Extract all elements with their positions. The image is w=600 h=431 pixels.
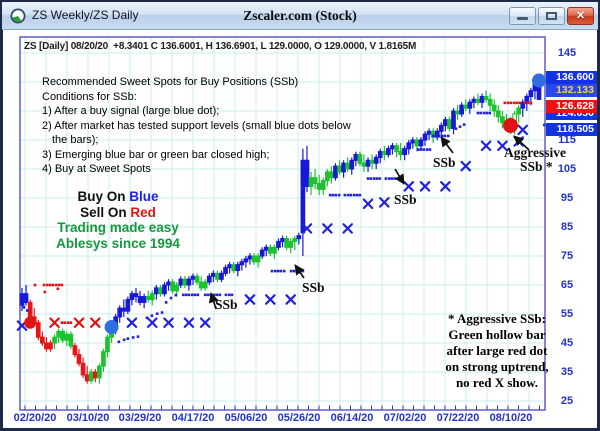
- ssb-label: SSb: [302, 280, 325, 295]
- note-line: after large red dot: [446, 343, 548, 358]
- legend-text: Buy On: [77, 189, 130, 204]
- price-tag: 132.133: [546, 83, 597, 97]
- restore-icon: [546, 12, 557, 20]
- y-axis-label: 145: [557, 47, 577, 59]
- y-axis-label: 85: [560, 221, 574, 233]
- x-axis-label: 07/22/20: [436, 412, 480, 424]
- x-axis-label: 02/20/20: [13, 412, 57, 424]
- minimize-button[interactable]: [509, 7, 536, 25]
- y-axis-label: 45: [560, 337, 574, 349]
- x-axis-label: 07/02/20: [383, 412, 427, 424]
- legend-text: Trading made easy: [57, 220, 179, 235]
- x-axis-label: 03/10/20: [66, 412, 110, 424]
- note-line: * Aggressive SSb:: [448, 311, 546, 326]
- legend-text: Sell On: [80, 204, 131, 220]
- legend-text: Ablesys since 1994: [56, 235, 180, 251]
- note-line: on strong uptrend,: [445, 359, 549, 374]
- brand-legend: Buy On Blue Sell On Red Trading made easy A…: [38, 189, 198, 251]
- x-axis-label: 05/06/20: [224, 412, 268, 424]
- y-axis-label: 35: [560, 366, 574, 378]
- window-title: ZS Weekly/ZS Daily: [32, 8, 139, 22]
- legend-line: Ablesys since 1994: [38, 236, 198, 252]
- conditions-note: Recommended Sweet Spots for Buy Position…: [42, 75, 351, 177]
- x-axis-label: 04/17/20: [171, 412, 215, 424]
- price-tag: 136.600: [546, 70, 597, 84]
- note-line: Green hollow bar: [448, 327, 546, 342]
- ssb-label: Aggressive: [504, 145, 566, 160]
- price-tag: 118.505: [546, 123, 597, 137]
- close-icon: ✕: [575, 10, 586, 22]
- y-axis-label: 25: [560, 395, 574, 407]
- ssb-label: SSb *: [520, 159, 553, 174]
- ssb-label: SSb: [433, 155, 456, 170]
- titlebar[interactable]: ZS Weekly/ZS Daily Zscaler.com (Stock) ✕: [2, 2, 598, 30]
- conditions-line: Recommended Sweet Spots for Buy Position…: [42, 76, 299, 88]
- x-axis-label: 03/29/20: [118, 412, 162, 424]
- ssb-label: SSb: [215, 297, 238, 312]
- conditions-line: 3) Emerging blue bar or green bar closed…: [42, 148, 270, 161]
- conditions-line: 4) Buy at Sweet Spots: [42, 163, 151, 175]
- y-axis-label: 105: [557, 163, 577, 175]
- note-line: no red X show.: [455, 375, 539, 390]
- legend-line: Buy On Blue: [38, 189, 198, 205]
- y-axis-label: 95: [560, 192, 574, 204]
- aggressive-note: * Aggressive SSb: Green hollow bar after l…: [427, 311, 567, 391]
- y-axis-label: 115: [558, 134, 576, 146]
- x-axis-label: 08/10/20: [489, 412, 533, 424]
- conditions-line: Conditions for SSb:: [42, 90, 137, 103]
- close-button[interactable]: ✕: [567, 7, 594, 25]
- legend-text: Red: [130, 204, 156, 220]
- app-icon: [10, 8, 26, 24]
- y-axis-label: 75: [560, 250, 574, 262]
- y-axis-label: 55: [560, 308, 574, 320]
- restore-button[interactable]: [538, 7, 565, 25]
- x-axis-label: 06/14/20: [330, 412, 374, 424]
- conditions-line: the bars);: [52, 134, 99, 146]
- conditions-line: 1) After a buy signal (large blue dot);: [42, 105, 220, 117]
- y-axis-label: 65: [560, 279, 574, 291]
- quote-header: ZS [Daily] 08/20/20 +8.3401 C 136.6001, …: [24, 41, 417, 52]
- minimize-icon: [517, 17, 528, 20]
- legend-line: Sell On Red: [38, 205, 198, 221]
- x-axis-label: 05/26/20: [277, 412, 321, 424]
- conditions-line: 2) After market has tested support level…: [42, 119, 351, 132]
- price-tag: 126.628: [546, 99, 597, 113]
- legend-text: Blue: [129, 189, 159, 204]
- legend-line: Trading made easy: [38, 220, 198, 236]
- ssb-label: SSb: [394, 192, 417, 207]
